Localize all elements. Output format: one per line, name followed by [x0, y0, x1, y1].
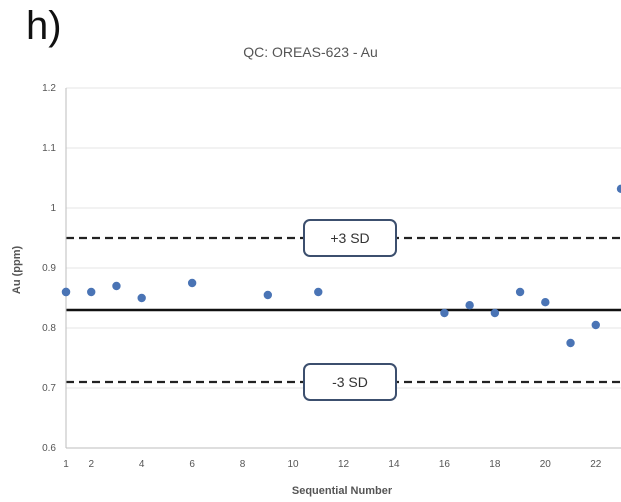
y-axis-label: Au (ppm): [11, 246, 23, 295]
data-point: [566, 338, 575, 348]
data-points: [61, 184, 621, 348]
data-point: [263, 290, 273, 300]
data-point: [87, 287, 96, 297]
sd-label-box: [303, 219, 397, 257]
x-tick-label: 2: [88, 459, 94, 470]
y-tick-label: 0.9: [42, 263, 56, 274]
data-point: [440, 308, 449, 318]
data-point: [314, 287, 323, 297]
tick-labels: 0.60.70.80.911.11.21 2 4 6 8 10 12 14 16 18 20 22: [42, 83, 602, 470]
data-point: [541, 298, 550, 307]
x-axis-label: Sequential Number: [292, 485, 393, 497]
x-tick-label: 20: [540, 459, 552, 470]
reference-lines: +3 SD -3 SD: [66, 219, 621, 401]
axes: [65, 88, 621, 449]
x-tick-label: 10: [287, 459, 299, 470]
x-tick-label: 4: [139, 459, 145, 470]
x-tick-label: 12: [338, 459, 350, 470]
panel-label: h): [26, 4, 62, 48]
x-tick-label: 18: [489, 459, 501, 470]
data-point: [61, 287, 71, 297]
x-tick-label: 16: [439, 459, 451, 470]
data-point: [515, 287, 525, 297]
x-tick-label: 14: [388, 459, 400, 470]
data-point: [591, 320, 600, 330]
y-tick-label: 0.7: [42, 383, 56, 394]
x-tick-label: 1: [63, 459, 69, 470]
y-tick-label: 1.1: [42, 143, 56, 154]
y-tick-label: 1.2: [42, 83, 56, 94]
x-tick-label: 22: [590, 459, 602, 470]
y-tick-label: 0.6: [42, 443, 56, 454]
x-tick-label: 6: [189, 459, 195, 470]
data-point: [616, 184, 621, 193]
sd-label-box: [303, 363, 397, 401]
chart-title: QC: OREAS-623 - Au: [243, 44, 378, 60]
y-tick-label: 0.8: [42, 323, 56, 334]
data-point: [465, 301, 474, 310]
data-point: [490, 308, 500, 318]
sd-label-text: +3 SD: [330, 230, 369, 246]
data-point: [187, 278, 197, 288]
sd-label-text: -3 SD: [332, 374, 368, 390]
data-point: [112, 281, 121, 291]
x-tick-label: 8: [240, 459, 246, 470]
y-tick-label: 1: [50, 203, 56, 214]
data-point: [137, 293, 146, 303]
